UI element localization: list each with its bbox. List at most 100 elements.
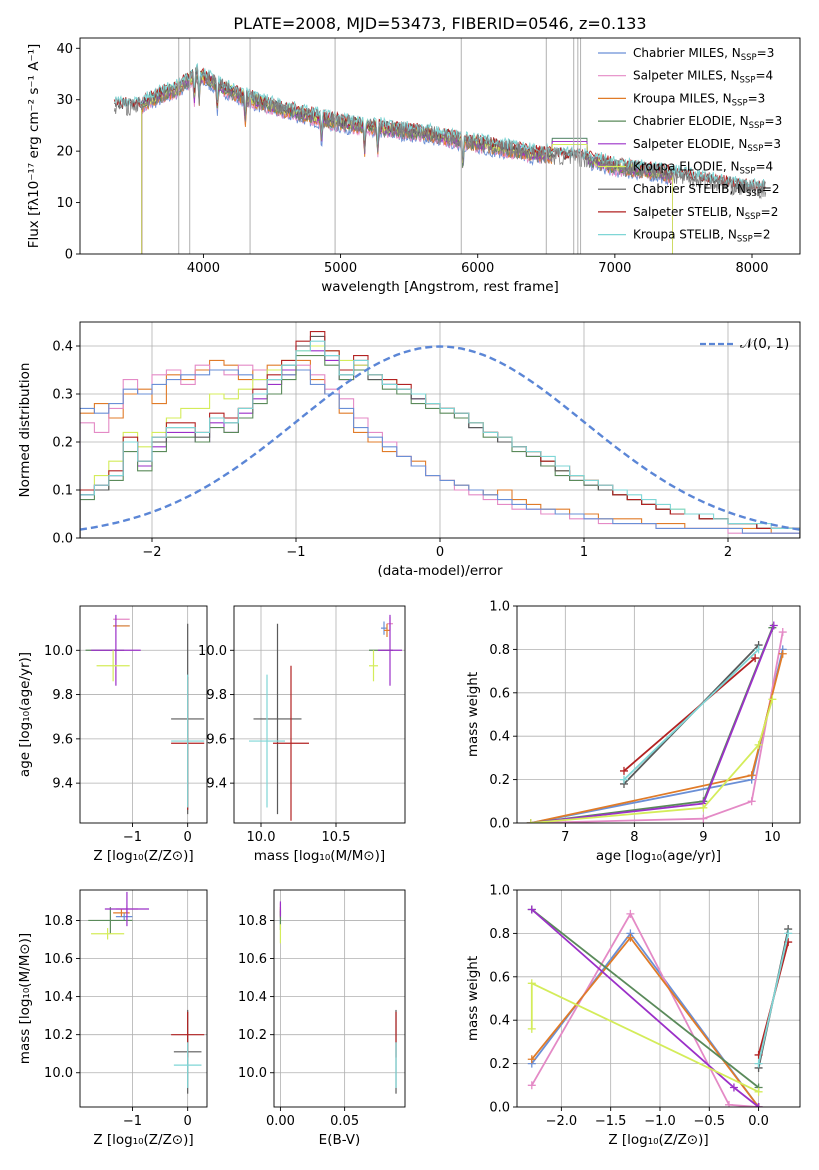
series-marker-salpeter_elodie (754, 1103, 763, 1107)
x-axis-label: wavelength [Angstrom, rest frame] (321, 279, 559, 295)
legend-label-kroupa_elodie: Kroupa ELODIE, NSSP=4 (633, 160, 773, 177)
series-marker-kroupa_elodie (754, 740, 763, 749)
series-line-salpeter_elodie (531, 908, 760, 1107)
legend-text: Salpeter STELIB, N (633, 205, 745, 219)
series-marker-kroupa_stelib (619, 775, 628, 784)
series-line-kroupa_miles (531, 936, 760, 1107)
y-tick-label: 0.0 (489, 1101, 510, 1116)
series-marker-kroupa_elodie (754, 1087, 763, 1096)
legend-subscript: SSP (740, 76, 756, 86)
legend-text: Salpeter ELODIE, N (633, 137, 747, 151)
series-marker-kroupa_elodie (526, 819, 535, 823)
legend-tail: =4 (755, 69, 773, 83)
series-marker-salpeter_elodie (729, 1083, 738, 1092)
legend-text: Kroupa STELIB, N (633, 228, 737, 242)
plot-area (527, 905, 793, 1107)
x-tick-label: −2.0 (546, 1114, 578, 1129)
y-tick-label: 10.0 (44, 1066, 73, 1081)
x-tick-label: −1.5 (595, 1114, 627, 1129)
x-tick-label: 1 (580, 545, 588, 560)
chart-spectrum: 4000 5000 6000 7000 8000 0 10 20 30 40 wavelength … (26, 37, 801, 295)
legend-subscript: SSP (740, 167, 756, 177)
axes-frame (79, 889, 208, 1108)
y-tick-label: 9.6 (52, 732, 73, 747)
series-marker-salpeter_stelib (751, 654, 760, 663)
x-tick-label: 8000 (735, 261, 768, 276)
legend-tail: =3 (748, 91, 766, 105)
x-tick-label: 6000 (461, 261, 494, 276)
series-marker-salpeter_elodie (769, 621, 778, 630)
y-tick-label: 30 (56, 93, 73, 108)
legend-tail: =3 (765, 114, 783, 128)
x-tick-label: 8 (630, 830, 638, 845)
y-tick-label: 9.4 (206, 777, 227, 792)
x-axis-label: Z [log₁₀(Z/Z⊙)] (93, 1132, 193, 1148)
legend-subscript: SSP (749, 121, 765, 131)
y-tick-label: 0.2 (489, 773, 510, 788)
y-tick-label: 1.0 (489, 600, 510, 615)
y-tick-label: 40 (56, 42, 73, 57)
axes-frame (516, 889, 801, 1108)
plot-area (279, 901, 397, 1094)
legend-subscript: SSP (747, 144, 763, 154)
series-marker-salpeter_miles (626, 909, 635, 918)
series-marker-kroupa_elodie (527, 1024, 536, 1033)
legend-subscript: SSP (745, 212, 761, 222)
legend-subscript: SSP (746, 189, 762, 199)
series-line-chabrier_elodie (531, 908, 760, 1089)
plot-area (80, 331, 800, 538)
x-tick-label: −1 (123, 830, 142, 845)
legend-tail: =2 (761, 205, 779, 219)
legend-label-salpeter_stelib: Salpeter STELIB, NSSP=2 (633, 205, 778, 222)
series-marker-kroupa_elodie (527, 979, 536, 988)
y-tick-label: 0.6 (489, 686, 510, 701)
axes-frame (516, 605, 801, 824)
y-tick-label: 10.2 (44, 1028, 73, 1043)
y-axis-label: age [log₁₀(age/yr)] (17, 652, 33, 777)
x-axis-label: age [log₁₀(age/yr)] (596, 848, 721, 864)
legend-text: Kroupa MILES, N (633, 91, 732, 105)
legend-label-salpeter_elodie: Salpeter ELODIE, NSSP=3 (633, 137, 781, 154)
x-tick-label: 0 (436, 545, 444, 560)
y-tick-label: 10.4 (44, 990, 73, 1005)
x-tick-label: 9 (699, 830, 707, 845)
chart-mass_weight_vs_age: 7 8 9 10 0.0 0.2 0.4 0.6 0.8 1.0 age [log₁₀(age/yr… (465, 600, 801, 864)
chart-residual_histogram: −2 −1 0 1 2 0.0 0.1 0.2 0.3 0.4 (data-model)/error… (17, 321, 801, 579)
legend-label-salpeter_miles: Salpeter MILES, NSSP=4 (633, 69, 773, 86)
legend-tail: =4 (755, 160, 773, 174)
legend-text: Chabrier MILES, N (633, 46, 741, 60)
y-axis-label: Flux [fλ10⁻¹⁷ erg cm⁻² s⁻¹ A⁻¹] (26, 44, 42, 249)
series-marker-salpeter_miles (725, 1100, 734, 1107)
series-marker-kroupa_miles (747, 771, 756, 780)
y-tick-label: 10.8 (44, 914, 73, 929)
legend-label-normal: 𝒩(0, 1) (740, 336, 789, 352)
series-line-kroupa_stelib (757, 933, 790, 1064)
series-marker-kroupa_elodie (699, 803, 708, 812)
y-tick-label: 0.8 (489, 927, 510, 942)
normal-curve (80, 345, 800, 531)
axes-frame (233, 605, 406, 824)
legend-text: Chabrier STELIB, N (633, 182, 746, 196)
x-tick-label: 7000 (598, 261, 631, 276)
x-tick-label: −1 (123, 1114, 142, 1129)
y-tick-label: 9.8 (52, 688, 73, 703)
series-line-salpeter_stelib (623, 657, 756, 772)
legend-subscript: SSP (737, 235, 753, 245)
x-tick-label: 0.00 (266, 1114, 295, 1129)
chart-mass_vs_ebv: 0.00 0.05 10.0 10.2 10.4 10.6 10.8 E(B-V) (238, 889, 406, 1148)
plot-area (113, 38, 767, 254)
y-tick-label: 10.2 (238, 1028, 267, 1043)
y-tick-label: 10.6 (44, 952, 73, 967)
x-tick-label: −2 (142, 545, 161, 560)
axes-frame (273, 889, 406, 1108)
y-tick-label: 10.6 (238, 952, 267, 967)
y-tick-label: 0.3 (52, 388, 73, 403)
legend-label-chabrier_elodie: Chabrier ELODIE, NSSP=3 (633, 114, 782, 131)
figure-title: PLATE=2008, MJD=53473, FIBERID=0546, z=0… (233, 14, 646, 33)
series-line-salpeter_miles (530, 631, 784, 823)
legend-tail: =2 (762, 182, 780, 196)
y-tick-label: 0.0 (489, 817, 510, 832)
y-tick-label: 10 (56, 196, 73, 211)
series-marker-salpeter_elodie (527, 905, 536, 914)
